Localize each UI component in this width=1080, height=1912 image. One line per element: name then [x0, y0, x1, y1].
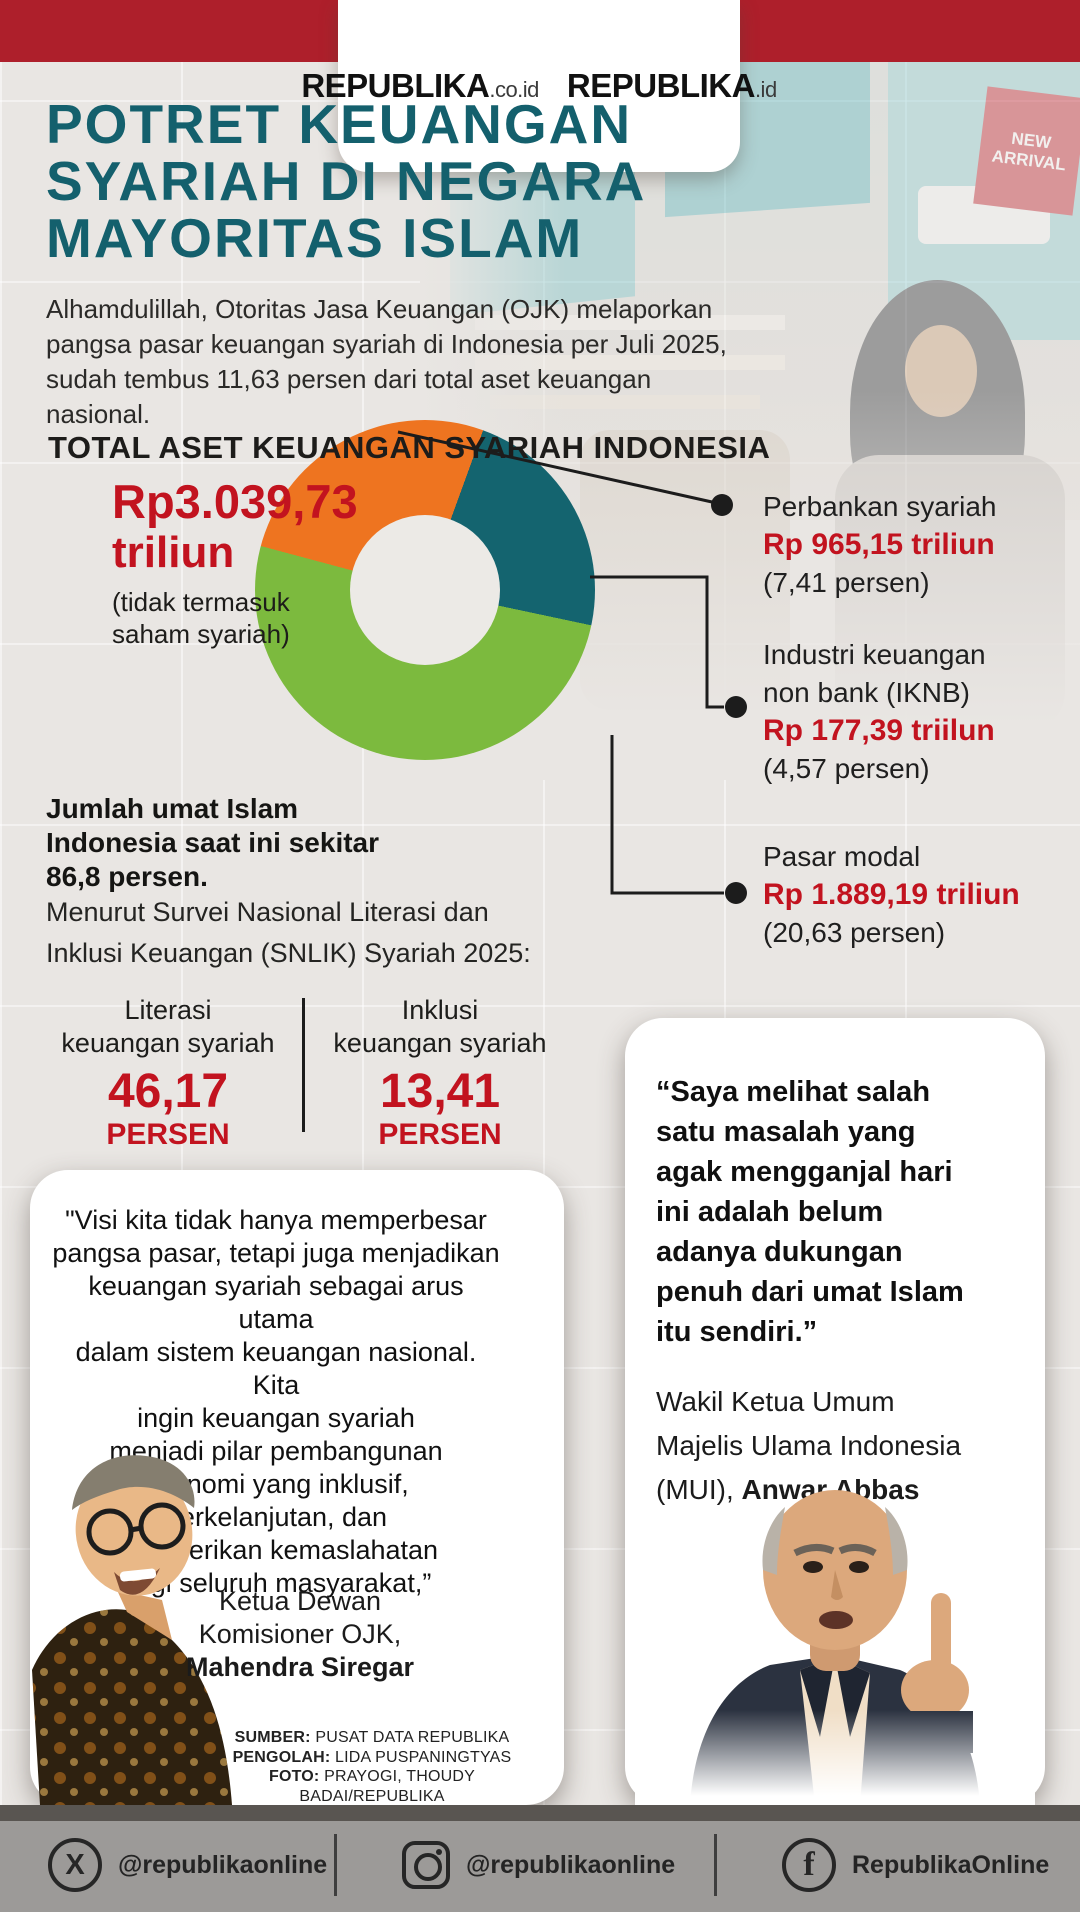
footer-separator: [334, 1834, 337, 1896]
callout-value: Rp 965,15 triliun: [763, 528, 995, 561]
attribution-name: Mahendra Siregar: [185, 1652, 415, 1682]
population-note: Jumlah umat Islam Indonesia saat ini sek…: [46, 793, 380, 892]
credit-row: SUMBER: PUSAT DATA REPUBLIKA: [234, 1729, 510, 1746]
facebook-icon: f: [782, 1838, 836, 1892]
attribution-mahendra: Ketua Dewan Komisioner OJK, Mahendra Sir…: [150, 1585, 450, 1684]
total-asset-value: Rp3.039,73: [112, 475, 358, 528]
instagram-handle: @republikaonline: [466, 1850, 676, 1879]
stat-literasi: Literasi keuangan syariah 46,17 PERSEN: [40, 994, 296, 1152]
callout-label: Perbankan syariah: [763, 491, 997, 522]
callout-value: Rp 1.889,19 triliun: [763, 878, 1020, 911]
callout-share: (7,41 persen): [763, 567, 930, 598]
credit-row: PENGOLAH: LIDA PUSPANINGTYAS: [232, 1748, 512, 1766]
stat-value: 46,17: [107, 1065, 229, 1118]
footer-instagram-account[interactable]: @republikaonline: [402, 1834, 675, 1896]
intro-paragraph: Alhamdulillah, Otoritas Jasa Keuangan (O…: [46, 294, 727, 429]
photo-mahendra-siregar: [32, 1455, 232, 1805]
page-title: POTRET KEUANGAN SYARIAH DI NEGARA MAYORI…: [46, 93, 647, 269]
republika-coid-logo: REPUBLIKA.co.id: [301, 67, 539, 104]
attribution-name: Anwar Abbas: [741, 1474, 920, 1505]
callout-value: Rp 177,39 triilun: [763, 714, 995, 747]
callout-perbankan-syariah: Perbankan syariah Rp 965,15 triliun (7,4…: [763, 488, 1073, 602]
attribution-anwar: Wakil Ketua Umum Majelis Ulama Indonesia…: [656, 1380, 1024, 1512]
quote-text-anwar: “Saya melihat salah satu masalah yang ag…: [656, 1076, 964, 1348]
stat-unit: PERSEN: [106, 1118, 230, 1151]
republika-id-logo: REPUBLIKA.id: [566, 67, 777, 104]
stat-label: Literasi keuangan syariah: [61, 995, 275, 1058]
callout-label: Industri keuangan non bank (IKNB): [763, 639, 986, 708]
x-handle: @republikaonline: [118, 1850, 328, 1879]
donut-chart-hole: [350, 515, 500, 665]
instagram-icon: [402, 1841, 450, 1889]
stat-inklusi: Inklusi keuangan syariah 13,41 PERSEN: [312, 994, 568, 1152]
logo-card: REPUBLIKA.co.id REPUBLIKA.id: [301, 0, 777, 172]
survey-note: Menurut Survei Nasional Literasi dan Ink…: [46, 897, 531, 968]
callout-label: Pasar modal: [763, 841, 921, 872]
stat-label: Inklusi keuangan syariah: [333, 995, 547, 1058]
callout-iknb: Industri keuangan non bank (IKNB) Rp 177…: [763, 636, 1073, 788]
footer-facebook-account[interactable]: f RepublikaOnline: [782, 1834, 1049, 1896]
stat-value: 13,41: [379, 1065, 501, 1118]
footer-bar: [0, 1821, 1080, 1912]
footer-separator: [714, 1834, 717, 1896]
stats-divider: [302, 998, 305, 1132]
callout-share: (4,57 persen): [763, 753, 930, 784]
photo-anwar-abbas: [635, 1490, 1035, 1805]
footer-x-account[interactable]: X @republikaonline: [48, 1834, 327, 1896]
callout-pasar-modal: Pasar modal Rp 1.889,19 triliun (20,63 p…: [763, 838, 1073, 952]
callout-share: (20,63 persen): [763, 917, 946, 948]
stat-unit: PERSEN: [378, 1118, 502, 1151]
total-asset-note: (tidak termasuk saham syariah): [112, 587, 290, 649]
credit-row: FOTO: PRAYOGI, THOUDY BADAI/REPUBLIKA: [268, 1768, 475, 1805]
attribution-role: Ketua Dewan Komisioner OJK,: [198, 1586, 402, 1649]
chart-section-heading: TOTAL ASET KEUANGAN SYARIAH INDONESIA: [48, 430, 771, 465]
footer-top-strip: [0, 1805, 1080, 1821]
total-asset-unit: triliun: [112, 528, 235, 577]
facebook-handle: RepublikaOnline: [852, 1850, 1050, 1879]
x-twitter-icon: X: [48, 1838, 102, 1892]
attribution-role: Wakil Ketua Umum Majelis Ulama Indonesia…: [656, 1386, 962, 1505]
